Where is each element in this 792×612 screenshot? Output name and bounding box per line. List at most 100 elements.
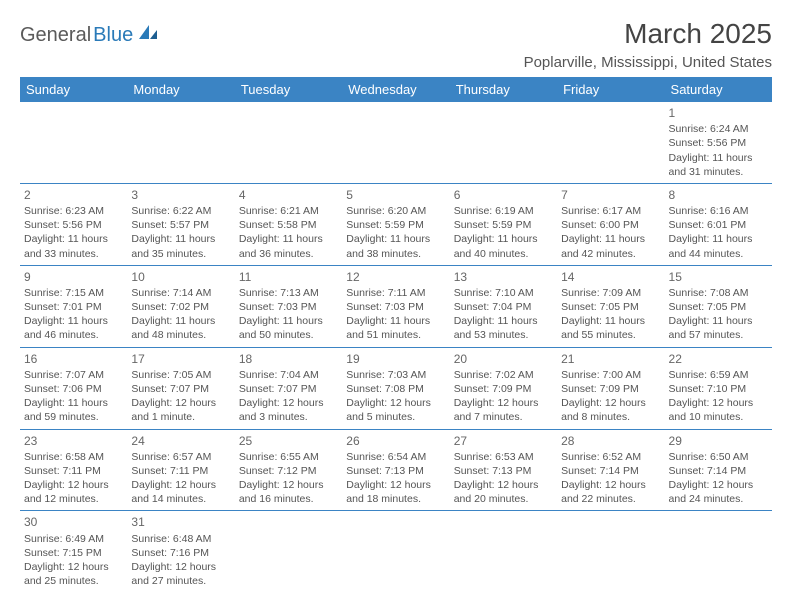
daylight-line: Daylight: 12 hours and 22 minutes. xyxy=(561,478,660,506)
sunset-line: Sunset: 6:00 PM xyxy=(561,218,660,232)
sunset-line: Sunset: 5:58 PM xyxy=(239,218,338,232)
weekday-header: Friday xyxy=(557,77,664,102)
daylight-line: Daylight: 11 hours and 33 minutes. xyxy=(24,232,123,260)
sunset-line: Sunset: 7:11 PM xyxy=(131,464,230,478)
calendar-day-cell xyxy=(557,511,664,592)
weekday-header: Monday xyxy=(127,77,234,102)
sunset-line: Sunset: 7:09 PM xyxy=(561,382,660,396)
sunrise-line: Sunrise: 6:54 AM xyxy=(346,450,445,464)
calendar-day-cell: 20Sunrise: 7:02 AMSunset: 7:09 PMDayligh… xyxy=(450,347,557,429)
day-number: 16 xyxy=(24,351,123,367)
sunset-line: Sunset: 7:13 PM xyxy=(346,464,445,478)
day-number: 15 xyxy=(669,269,768,285)
day-number: 17 xyxy=(131,351,230,367)
calendar-day-cell: 6Sunrise: 6:19 AMSunset: 5:59 PMDaylight… xyxy=(450,183,557,265)
sunset-line: Sunset: 7:05 PM xyxy=(561,300,660,314)
calendar-day-cell: 27Sunrise: 6:53 AMSunset: 7:13 PMDayligh… xyxy=(450,429,557,511)
sunrise-line: Sunrise: 7:05 AM xyxy=(131,368,230,382)
calendar-day-cell xyxy=(450,511,557,592)
daylight-line: Daylight: 12 hours and 5 minutes. xyxy=(346,396,445,424)
sunrise-line: Sunrise: 7:07 AM xyxy=(24,368,123,382)
daylight-line: Daylight: 12 hours and 18 minutes. xyxy=(346,478,445,506)
calendar-day-cell xyxy=(665,511,772,592)
day-number: 11 xyxy=(239,269,338,285)
calendar-day-cell xyxy=(342,511,449,592)
daylight-line: Daylight: 11 hours and 38 minutes. xyxy=(346,232,445,260)
title-block: March 2025 Poplarville, Mississippi, Uni… xyxy=(524,18,772,71)
sunset-line: Sunset: 5:56 PM xyxy=(24,218,123,232)
sunset-line: Sunset: 7:05 PM xyxy=(669,300,768,314)
calendar-week-row: 23Sunrise: 6:58 AMSunset: 7:11 PMDayligh… xyxy=(20,429,772,511)
sunset-line: Sunset: 7:09 PM xyxy=(454,382,553,396)
sunset-line: Sunset: 7:06 PM xyxy=(24,382,123,396)
sunset-line: Sunset: 7:14 PM xyxy=(669,464,768,478)
calendar-day-cell: 19Sunrise: 7:03 AMSunset: 7:08 PMDayligh… xyxy=(342,347,449,429)
page-title: March 2025 xyxy=(524,18,772,50)
calendar-day-cell: 2Sunrise: 6:23 AMSunset: 5:56 PMDaylight… xyxy=(20,183,127,265)
calendar-day-cell: 30Sunrise: 6:49 AMSunset: 7:15 PMDayligh… xyxy=(20,511,127,592)
weekday-header: Tuesday xyxy=(235,77,342,102)
day-number: 9 xyxy=(24,269,123,285)
logo: General Blue xyxy=(20,24,159,47)
day-number: 2 xyxy=(24,187,123,203)
logo-text-general: General xyxy=(20,24,91,47)
day-number: 18 xyxy=(239,351,338,367)
sunset-line: Sunset: 5:56 PM xyxy=(669,136,768,150)
weekday-header: Saturday xyxy=(665,77,772,102)
sunrise-line: Sunrise: 7:09 AM xyxy=(561,286,660,300)
sunset-line: Sunset: 7:04 PM xyxy=(454,300,553,314)
day-number: 3 xyxy=(131,187,230,203)
calendar-day-cell xyxy=(235,102,342,183)
calendar-day-cell: 24Sunrise: 6:57 AMSunset: 7:11 PMDayligh… xyxy=(127,429,234,511)
calendar-day-cell xyxy=(342,102,449,183)
sunset-line: Sunset: 5:59 PM xyxy=(346,218,445,232)
calendar-day-cell: 5Sunrise: 6:20 AMSunset: 5:59 PMDaylight… xyxy=(342,183,449,265)
sunset-line: Sunset: 7:11 PM xyxy=(24,464,123,478)
daylight-line: Daylight: 11 hours and 53 minutes. xyxy=(454,314,553,342)
sunrise-line: Sunrise: 7:10 AM xyxy=(454,286,553,300)
day-number: 10 xyxy=(131,269,230,285)
calendar-week-row: 16Sunrise: 7:07 AMSunset: 7:06 PMDayligh… xyxy=(20,347,772,429)
calendar-day-cell: 1Sunrise: 6:24 AMSunset: 5:56 PMDaylight… xyxy=(665,102,772,183)
sunset-line: Sunset: 7:12 PM xyxy=(239,464,338,478)
sunrise-line: Sunrise: 7:03 AM xyxy=(346,368,445,382)
sunset-line: Sunset: 7:13 PM xyxy=(454,464,553,478)
calendar-day-cell: 4Sunrise: 6:21 AMSunset: 5:58 PMDaylight… xyxy=(235,183,342,265)
daylight-line: Daylight: 11 hours and 48 minutes. xyxy=(131,314,230,342)
sunrise-line: Sunrise: 6:20 AM xyxy=(346,204,445,218)
calendar-day-cell xyxy=(557,102,664,183)
day-number: 19 xyxy=(346,351,445,367)
day-number: 22 xyxy=(669,351,768,367)
daylight-line: Daylight: 11 hours and 31 minutes. xyxy=(669,151,768,179)
day-number: 29 xyxy=(669,433,768,449)
daylight-line: Daylight: 12 hours and 10 minutes. xyxy=(669,396,768,424)
daylight-line: Daylight: 12 hours and 25 minutes. xyxy=(24,560,123,588)
calendar-day-cell: 18Sunrise: 7:04 AMSunset: 7:07 PMDayligh… xyxy=(235,347,342,429)
day-number: 1 xyxy=(669,105,768,121)
sunrise-line: Sunrise: 6:55 AM xyxy=(239,450,338,464)
sunset-line: Sunset: 7:14 PM xyxy=(561,464,660,478)
sunrise-line: Sunrise: 7:14 AM xyxy=(131,286,230,300)
sunrise-line: Sunrise: 6:17 AM xyxy=(561,204,660,218)
sunrise-line: Sunrise: 6:50 AM xyxy=(669,450,768,464)
daylight-line: Daylight: 12 hours and 24 minutes. xyxy=(669,478,768,506)
day-number: 24 xyxy=(131,433,230,449)
daylight-line: Daylight: 11 hours and 46 minutes. xyxy=(24,314,123,342)
day-number: 31 xyxy=(131,514,230,530)
sunrise-line: Sunrise: 7:04 AM xyxy=(239,368,338,382)
day-number: 6 xyxy=(454,187,553,203)
calendar-day-cell xyxy=(450,102,557,183)
day-number: 20 xyxy=(454,351,553,367)
daylight-line: Daylight: 12 hours and 14 minutes. xyxy=(131,478,230,506)
calendar-day-cell: 23Sunrise: 6:58 AMSunset: 7:11 PMDayligh… xyxy=(20,429,127,511)
sunrise-line: Sunrise: 7:00 AM xyxy=(561,368,660,382)
logo-sail-icon xyxy=(137,23,159,46)
calendar-day-cell xyxy=(20,102,127,183)
weekday-header-row: SundayMondayTuesdayWednesdayThursdayFrid… xyxy=(20,77,772,102)
sunrise-line: Sunrise: 6:19 AM xyxy=(454,204,553,218)
calendar-day-cell: 31Sunrise: 6:48 AMSunset: 7:16 PMDayligh… xyxy=(127,511,234,592)
day-number: 25 xyxy=(239,433,338,449)
day-number: 21 xyxy=(561,351,660,367)
daylight-line: Daylight: 11 hours and 59 minutes. xyxy=(24,396,123,424)
daylight-line: Daylight: 11 hours and 51 minutes. xyxy=(346,314,445,342)
